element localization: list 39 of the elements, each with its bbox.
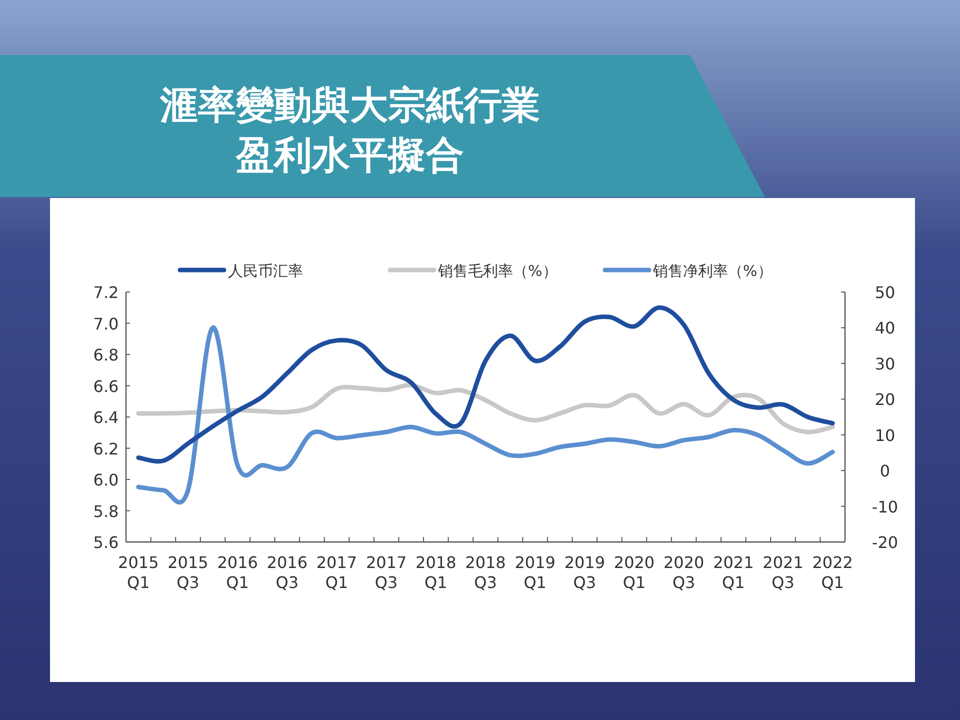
y2-tick-label: 50 [874, 283, 896, 302]
legend-label: 销售毛利率（%） [437, 262, 558, 280]
y2-tick-label: 10 [874, 426, 896, 445]
chart-title: 滙率變動與大宗紙行業 [159, 82, 540, 127]
y2-tick-label: 30 [874, 354, 896, 374]
y-tick-label: 6.0 [93, 470, 119, 490]
y2-tick-label: 20 [874, 390, 896, 410]
x-tick-label: 2016 Q1 [217, 553, 258, 592]
y2-tick-label: 40 [874, 318, 896, 338]
x-tick-label: 2021 Q1 [713, 553, 754, 592]
y2-tick-label: -10 [872, 497, 898, 516]
x-tick-label: 2017 Q1 [316, 553, 358, 592]
x-tick-label: 2019 Q3 [564, 553, 606, 592]
y-tick-label: 7.0 [93, 314, 119, 334]
line-series [136, 305, 835, 464]
y-tick-label: 6.2 [93, 439, 119, 458]
y-tick-label: 7.2 [93, 283, 119, 302]
y-tick-label: 5.6 [93, 533, 119, 552]
x-tick-label: 2022 Q1 [812, 553, 853, 592]
y-tick-label: 6.6 [93, 376, 119, 396]
x-tick-label: 2015 Q3 [168, 553, 208, 592]
x-tick-label: 2020 Q3 [663, 553, 704, 592]
chart-subtitle: 盈利水平擬合 [235, 132, 464, 177]
y-tick-label: 6.4 [93, 408, 119, 427]
x-tick-label: 2017 Q3 [366, 553, 407, 592]
y-tick-label: 6.8 [93, 346, 119, 364]
line-series [136, 382, 835, 434]
x-tick-label: 2016 Q3 [266, 553, 308, 592]
legend-label: 人民币汇率 [228, 262, 303, 280]
x-tick-label: 2018 Q3 [465, 553, 506, 592]
x-tick-label: 2018 Q1 [416, 553, 456, 592]
y-tick-label: 5.8 [93, 502, 119, 521]
x-tick-label: 2015 Q1 [118, 553, 159, 592]
x-tick-label: 2021 Q3 [762, 553, 804, 592]
legend-label: 销售净利率（%） [652, 262, 772, 280]
y2-tick-label: -20 [872, 533, 898, 552]
x-tick-label: 2020 Q1 [614, 553, 655, 592]
y2-tick-label: 0 [880, 462, 890, 481]
x-tick-label: 2019 Q1 [514, 553, 556, 592]
